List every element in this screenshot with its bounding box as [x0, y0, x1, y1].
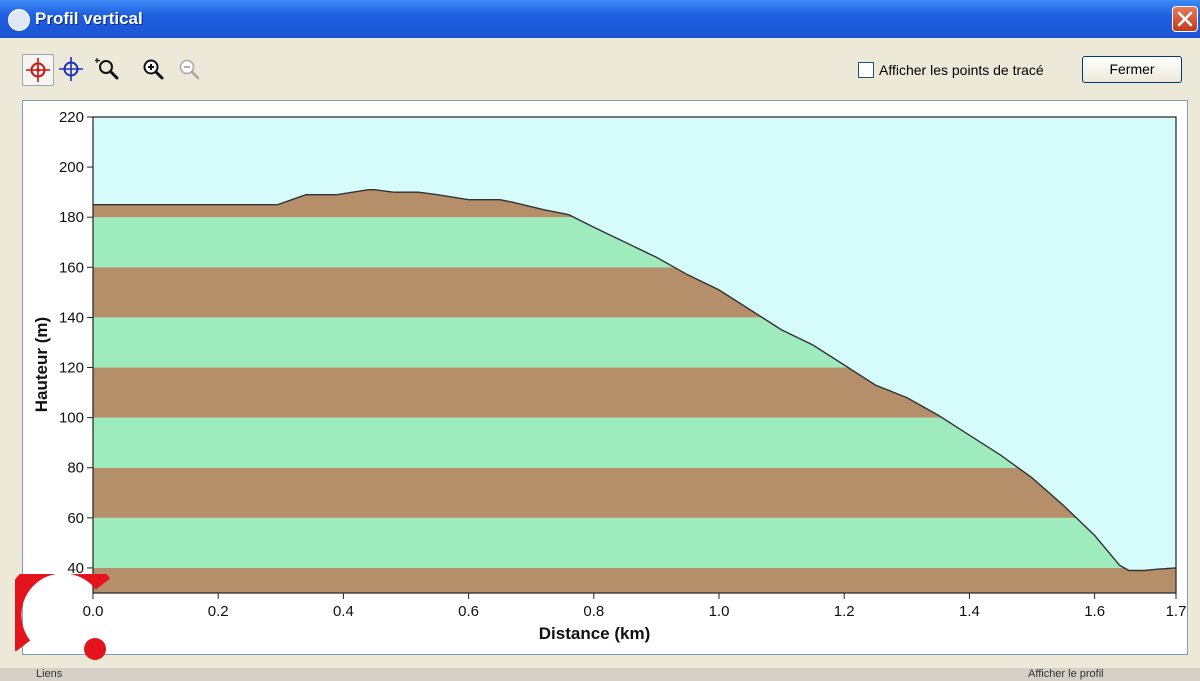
x-tick-label: 0.6 — [458, 603, 479, 620]
app-icon — [8, 9, 30, 31]
zoom-box-icon — [95, 58, 119, 80]
x-tick-label: 0.4 — [333, 603, 354, 620]
x-axis-title: Distance (km) — [539, 624, 650, 643]
zoom-out-icon — [179, 59, 200, 80]
x-tick-label: 0.0 — [83, 603, 104, 620]
zoom-in-icon — [143, 59, 164, 80]
crosshair-blue-tool-button[interactable] — [56, 54, 88, 86]
elevation-band-60-80 — [93, 467, 1176, 518]
crosshair-red-tool-button[interactable] — [22, 54, 54, 86]
x-tick-label: 0.8 — [583, 603, 604, 620]
zoom-box-tool-button[interactable] — [92, 54, 124, 86]
x-tick-label: 0.2 — [208, 603, 229, 620]
y-tick-label: 200 — [59, 159, 84, 176]
background-window-strip — [0, 668, 1200, 681]
chart-panel: 40 60 80 100 120 140 160 180 200 220 0.0 0.2 0.4 0.6 0… — [22, 100, 1188, 655]
profile-line — [93, 189, 1176, 572]
y-tick-label: 100 — [59, 410, 84, 427]
y-tick-label: 160 — [59, 259, 84, 276]
window-title: Profil vertical — [35, 9, 143, 28]
show-track-points-checkbox[interactable] — [858, 62, 874, 78]
x-tick-label: 1.2 — [834, 603, 855, 620]
y-tick-label: 60 — [67, 510, 84, 527]
title-bar[interactable]: Profil vertical — [0, 0, 1200, 38]
y-tick-label: 220 — [59, 109, 84, 126]
x-tick-label: 1.4 — [959, 603, 980, 620]
y-tick-label: 120 — [59, 360, 84, 377]
close-window-button[interactable] — [1172, 6, 1198, 32]
x-tick-label: 1.7 — [1166, 603, 1187, 620]
y-tick-label: 180 — [59, 209, 84, 226]
plot-frame-border — [92, 116, 1177, 594]
fermer-button[interactable]: Fermer — [1082, 56, 1182, 83]
zoom-in-tool-button[interactable] — [138, 54, 170, 86]
elevation-band-40-60 — [93, 517, 1176, 568]
x-tick-label: 1.6 — [1084, 603, 1105, 620]
crosshair-blue-icon — [59, 57, 83, 81]
x-tick-label: 1.0 — [709, 603, 730, 620]
elevation-profile-chart[interactable]: 40 60 80 100 120 140 160 180 200 220 0.0 0.2 0.4 0.6 0… — [23, 101, 1187, 654]
background-button-label: Afficher le profil — [1028, 668, 1104, 680]
crosshair-red-icon — [26, 58, 50, 82]
elevation-band-30-40 — [93, 567, 1176, 593]
close-icon — [1177, 11, 1193, 27]
zoom-out-tool-button[interactable] — [174, 54, 206, 86]
y-tick-label: 80 — [67, 460, 84, 477]
y-axis-title: Hauteur (m) — [32, 317, 51, 412]
show-track-points-label[interactable]: Afficher les points de tracé — [879, 62, 1044, 78]
y-tick-label: 140 — [59, 309, 84, 326]
background-tab-label: Liens — [36, 668, 63, 680]
y-tick-label: 40 — [67, 560, 84, 577]
